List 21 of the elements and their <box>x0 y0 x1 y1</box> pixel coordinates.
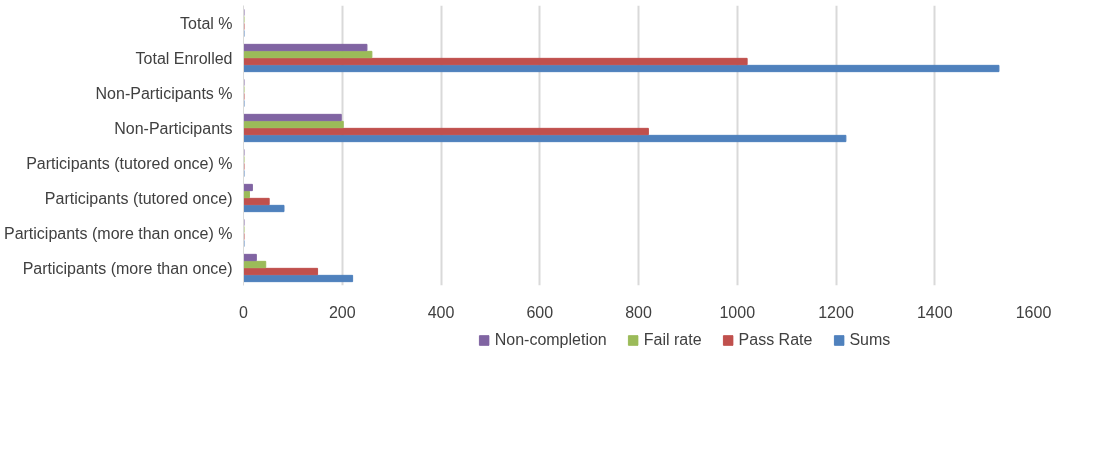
x-tick-label: 1000 <box>719 303 756 321</box>
y-tick-label: Total Enrolled <box>135 49 233 67</box>
y-tick-label: Participants (tutored once) <box>44 189 233 207</box>
legend-label: Non-completion <box>494 331 607 349</box>
x-tick-label: 1400 <box>916 303 953 321</box>
y-tick-label: Non-Participants % <box>95 84 233 102</box>
x-tick-label: 400 <box>427 303 455 321</box>
x-tick-label: 800 <box>625 303 652 321</box>
y-tick-label: Total % <box>180 14 233 32</box>
legend-label: Pass Rate <box>738 331 813 349</box>
x-tick-label: 200 <box>328 303 356 321</box>
x-tick-label: 600 <box>526 303 554 321</box>
legend-label: Sums <box>849 331 891 349</box>
x-tick-label: 0 <box>239 303 249 321</box>
legend-label: Fail rate <box>643 331 702 349</box>
y-tick-label: Participants (tutored once) % <box>26 154 233 172</box>
y-tick-label: Non-Participants <box>114 119 233 137</box>
y-tick-label: Participants (more than once) <box>22 259 233 277</box>
x-tick-label: 1600 <box>1015 303 1052 321</box>
x-tick-label: 1200 <box>818 303 854 321</box>
y-tick-label: Participants (more than once) % <box>3 224 233 242</box>
